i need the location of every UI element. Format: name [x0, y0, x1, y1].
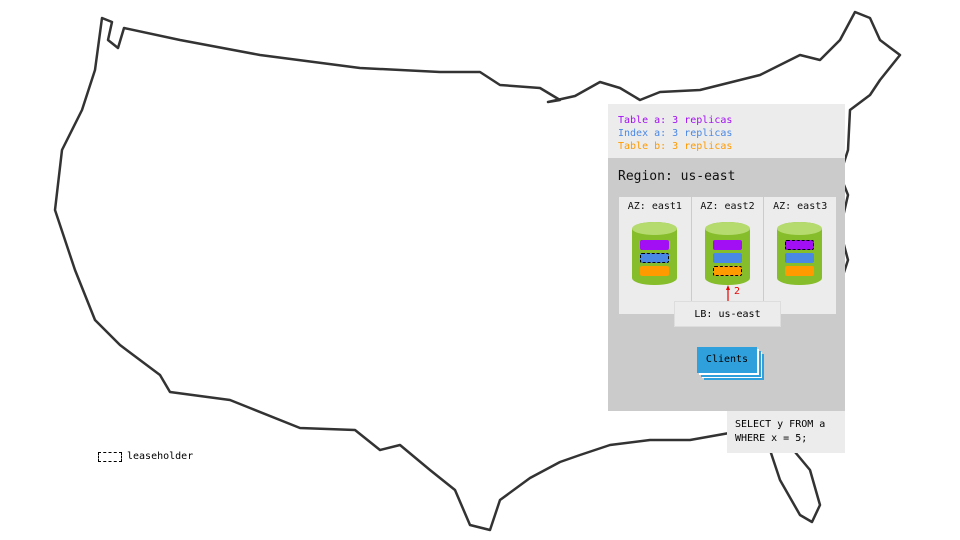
replica-table-a	[640, 240, 669, 250]
dashed-box-icon	[98, 451, 122, 462]
arrow-up-icon	[726, 285, 730, 301]
replica-index-a	[785, 253, 815, 263]
database-node-icon	[704, 222, 750, 285]
region-title: Region: us-east	[618, 169, 736, 184]
clients-stack: Clients	[697, 347, 757, 373]
replica-index-a-leaseholder	[640, 253, 669, 263]
region-us-east: Region: us-east AZ: east1 AZ: east2 AZ: …	[608, 158, 845, 411]
availability-zones: AZ: east1 AZ: east2 AZ: east3	[619, 197, 836, 314]
legend-index-a: Index a: 3 replicas	[618, 128, 733, 139]
leaseholder-label: leaseholder	[127, 451, 194, 462]
replica-index-a	[712, 253, 742, 263]
replica-table-a-leaseholder	[785, 240, 815, 250]
legend-table-a: Table a: 3 replicas	[618, 115, 733, 126]
az-east3: AZ: east3	[764, 197, 836, 314]
az-east1: AZ: east1	[619, 197, 692, 314]
az-label: AZ: east1	[627, 201, 682, 212]
replica-table-b	[785, 266, 815, 276]
replica-table-b-leaseholder	[712, 266, 742, 276]
az-east2: AZ: east2	[692, 197, 765, 314]
replica-table-b	[640, 266, 669, 276]
leaseholder-key: leaseholder	[98, 451, 193, 462]
load-balancer: LB: us-east	[674, 301, 781, 327]
database-node-icon	[777, 222, 823, 285]
legend-table-b: Table b: 3 replicas	[618, 141, 733, 152]
sql-query: SELECT y FROM a WHERE x = 5;	[727, 411, 845, 453]
az-label: AZ: east3	[773, 201, 828, 212]
replica-legend: Table a: 3 replicas Index a: 3 replicas …	[608, 104, 845, 160]
step-label: 2	[734, 286, 741, 297]
az-label: AZ: east2	[700, 201, 755, 212]
database-node-icon	[632, 222, 677, 285]
replica-table-a	[712, 240, 742, 250]
